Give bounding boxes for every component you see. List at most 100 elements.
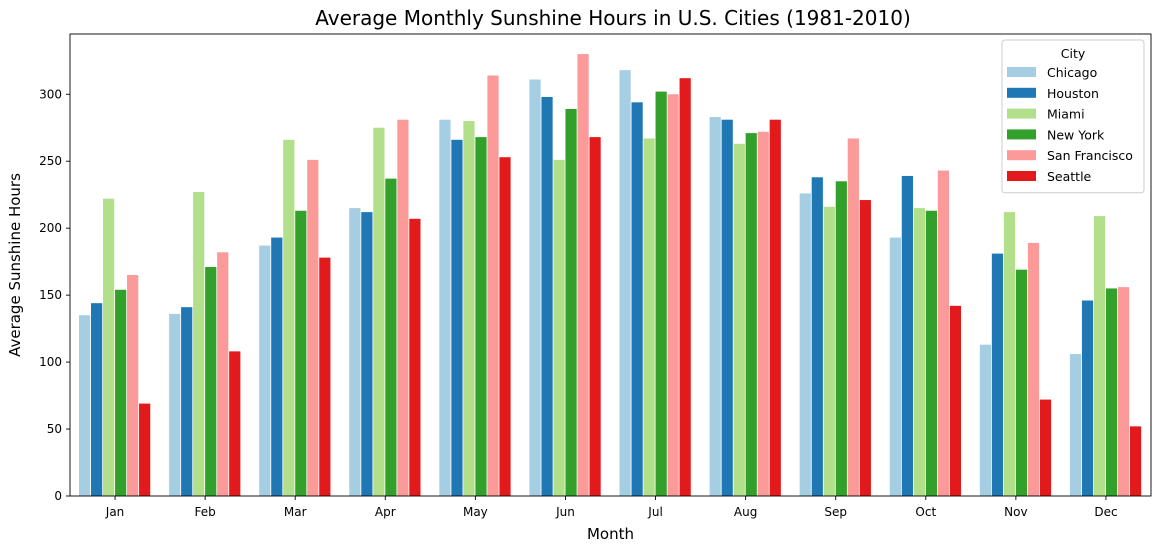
bar-seattle-oct [949,305,962,496]
bar-houston-mar [271,237,283,497]
bar-seattle-jun [589,137,601,497]
bar-chicago-dec [1069,354,1082,496]
bar-houston-may [451,139,463,497]
bar-san-francisco-oct [937,170,950,496]
bar-chicago-feb [169,313,181,496]
bar-new-york-may [475,137,487,497]
bar-seattle-feb [229,351,241,496]
bar-seattle-sep [859,200,871,497]
bar-san-francisco-jan [127,275,139,496]
bar-chicago-nov [979,344,992,496]
legend-swatch-new-york [1007,129,1036,140]
bar-houston-oct [901,175,913,496]
bar-seattle-nov [1039,399,1052,496]
bar-san-francisco-jul [667,94,679,496]
x-axis: Jan Feb Mar Apr May Jun Jul Aug Sep Oct Nov Dec [105,496,1118,519]
bar-miami-dec [1093,216,1106,496]
bar-new-york-apr [385,178,397,496]
bar-new-york-jan [115,289,127,496]
legend-label-chicago: Chicago [1047,65,1097,80]
x-tick-label-jan: Jan [105,505,125,519]
y-tick-label-300: 300 [39,87,62,101]
bar-miami-nov [1003,212,1016,496]
y-tick-label-150: 150 [39,288,62,302]
y-tick-label-200: 200 [39,221,62,235]
bar-new-york-jun [565,108,577,497]
legend-swatch-seattle [1007,171,1036,181]
bar-miami-sep [823,206,835,496]
bar-san-francisco-dec [1117,287,1130,496]
bar-chicago-mar [259,245,271,496]
bar-san-francisco-mar [307,159,319,496]
plot-frame [69,33,1152,497]
x-tick-label-jul: Jul [647,505,662,519]
bar-miami-oct [913,208,925,496]
bar-houston-dec [1081,300,1094,496]
bar-san-francisco-aug [757,131,769,496]
y-tick-label-0: 0 [54,489,62,503]
bar-new-york-oct [925,210,937,496]
bar-houston-jan [91,303,103,496]
legend-label-new-york: New York [1047,127,1105,142]
bar-san-francisco-may [487,75,499,496]
bar-houston-jul [631,102,643,497]
bars-group [79,54,1142,497]
y-tick-label-50: 50 [47,422,62,436]
x-tick-label-sep: Sep [824,505,847,519]
bar-chicago-jun [529,79,541,496]
chart-title: Average Monthly Sunshine Hours in U.S. C… [315,6,911,30]
bar-seattle-apr [409,218,421,497]
legend-box [1001,39,1145,194]
bar-houston-jun [541,96,553,496]
x-tick-label-may: May [463,505,488,519]
legend-swatch-miami [1007,108,1036,119]
bar-houston-sep [811,177,823,497]
x-tick-label-oct: Oct [915,505,936,519]
bar-new-york-jul [655,91,667,496]
bar-miami-jul [643,138,655,496]
x-tick-label-apr: Apr [375,505,396,519]
bar-san-francisco-nov [1027,242,1040,496]
bar-new-york-aug [745,133,757,496]
bar-san-francisco-sep [847,138,859,496]
bar-seattle-may [499,157,511,496]
legend-label-miami: Miami [1047,107,1085,122]
bar-seattle-mar [319,257,331,496]
bar-chicago-jul [619,70,631,496]
bar-chicago-may [439,119,451,496]
bar-houston-apr [361,212,373,496]
bar-miami-feb [193,192,205,496]
bar-miami-jun [553,159,565,496]
bar-seattle-jan [139,403,151,496]
bar-new-york-mar [295,210,307,496]
x-tick-label-mar: Mar [284,505,307,519]
bar-houston-aug [721,119,733,496]
y-tick-label-100: 100 [39,355,62,369]
bar-new-york-sep [835,181,847,497]
bar-san-francisco-apr [397,119,409,496]
legend-label-seattle: Seattle [1047,169,1092,184]
bar-miami-apr [373,127,385,497]
bar-san-francisco-feb [217,252,229,496]
bar-miami-mar [283,139,295,497]
legend-title: City [1061,46,1086,61]
x-tick-label-dec: Dec [1094,505,1117,519]
x-tick-label-nov: Nov [1004,505,1027,519]
legend: City Chicago Houston Miami New York San Franc… [1001,39,1145,194]
bar-seattle-aug [769,119,781,496]
bar-new-york-feb [205,267,217,496]
bar-miami-aug [733,143,745,496]
legend-swatch-chicago [1007,67,1036,77]
x-axis-title: Month [587,525,634,543]
legend-swatch-houston [1007,87,1036,98]
x-tick-label-aug: Aug [734,505,757,519]
bar-chicago-jan [79,315,91,496]
x-tick-label-jun: Jun [555,505,575,519]
legend-label-san-francisco: San Francisco [1047,148,1133,163]
x-tick-label-feb: Feb [195,505,216,519]
bar-houston-feb [181,307,193,496]
legend-label-houston: Houston [1047,86,1099,101]
bar-miami-may [463,121,475,496]
